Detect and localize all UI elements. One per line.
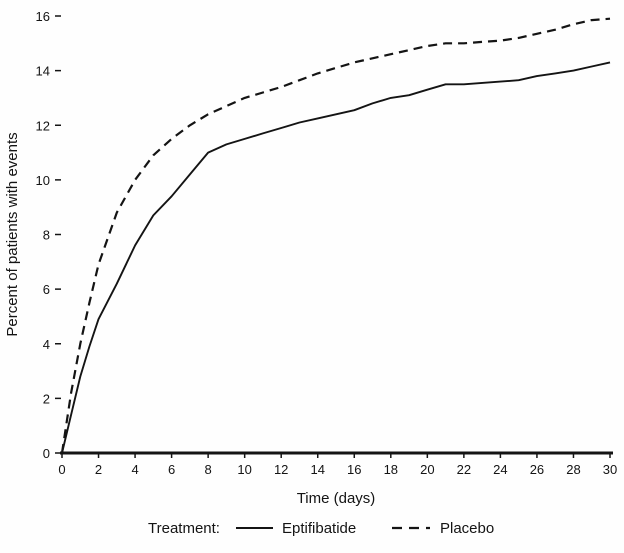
y-tick-label: 10 — [36, 173, 50, 188]
y-tick-label: 4 — [43, 337, 50, 352]
y-tick-label: 14 — [36, 64, 50, 79]
x-tick-label: 12 — [274, 462, 288, 477]
legend-title: Treatment: — [148, 520, 220, 537]
x-tick-label: 4 — [131, 462, 138, 477]
x-tick-label: 16 — [347, 462, 361, 477]
x-tick-label: 24 — [493, 462, 507, 477]
x-axis-title: Time (days) — [297, 490, 376, 507]
x-tick-label: 26 — [530, 462, 544, 477]
y-tick-label: 12 — [36, 118, 50, 133]
x-tick-label: 22 — [457, 462, 471, 477]
x-tick-label: 20 — [420, 462, 434, 477]
x-tick-label: 30 — [603, 462, 617, 477]
x-tick-label: 6 — [168, 462, 175, 477]
y-tick-label: 6 — [43, 282, 50, 297]
x-tick-label: 28 — [566, 462, 580, 477]
series-line-eptifibatide — [61, 61, 611, 454]
legend-label-eptifibatide: Eptifibatide — [282, 520, 356, 537]
y-tick-label: 16 — [36, 9, 50, 24]
y-axis-title: Percent of patients with events — [4, 132, 21, 336]
x-tick-label: 2 — [95, 462, 102, 477]
y-tick-label: 2 — [43, 391, 50, 406]
x-tick-label: 0 — [58, 462, 65, 477]
y-tick-label: 8 — [43, 228, 50, 243]
x-tick-label: 10 — [237, 462, 251, 477]
legend-label-placebo: Placebo — [440, 520, 494, 537]
x-tick-label: 14 — [310, 462, 324, 477]
x-tick-label: 8 — [205, 462, 212, 477]
y-tick-label: 0 — [43, 446, 50, 461]
x-tick-label: 18 — [384, 462, 398, 477]
series-line-placebo — [60, 17, 611, 454]
